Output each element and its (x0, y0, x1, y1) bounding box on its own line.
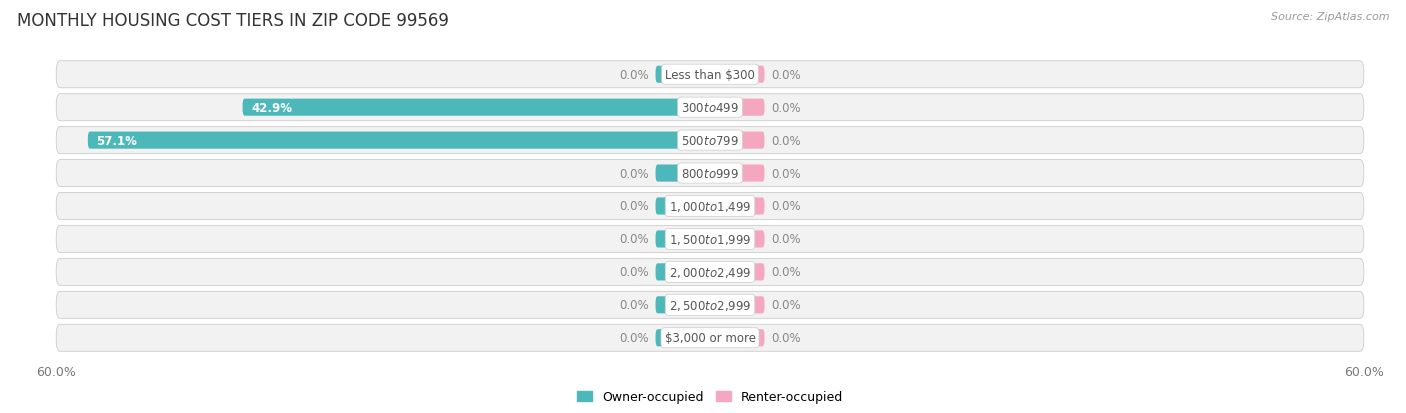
Text: 0.0%: 0.0% (770, 200, 800, 213)
Text: 0.0%: 0.0% (620, 69, 650, 81)
FancyBboxPatch shape (243, 100, 710, 116)
Text: 0.0%: 0.0% (620, 299, 650, 311)
FancyBboxPatch shape (710, 198, 765, 215)
FancyBboxPatch shape (655, 165, 710, 182)
FancyBboxPatch shape (56, 259, 1364, 286)
Text: $3,000 or more: $3,000 or more (665, 332, 755, 344)
Text: 0.0%: 0.0% (620, 266, 650, 279)
FancyBboxPatch shape (56, 325, 1364, 351)
FancyBboxPatch shape (655, 66, 710, 83)
FancyBboxPatch shape (56, 226, 1364, 253)
Text: $800 to $999: $800 to $999 (681, 167, 740, 180)
Text: 0.0%: 0.0% (620, 200, 650, 213)
FancyBboxPatch shape (56, 95, 1364, 121)
Legend: Owner-occupied, Renter-occupied: Owner-occupied, Renter-occupied (572, 385, 848, 408)
FancyBboxPatch shape (710, 330, 765, 347)
FancyBboxPatch shape (56, 292, 1364, 318)
FancyBboxPatch shape (710, 297, 765, 313)
Text: 57.1%: 57.1% (97, 134, 138, 147)
Text: 0.0%: 0.0% (620, 167, 650, 180)
FancyBboxPatch shape (87, 132, 710, 150)
Text: Source: ZipAtlas.com: Source: ZipAtlas.com (1271, 12, 1389, 22)
Text: $1,000 to $1,499: $1,000 to $1,499 (669, 199, 751, 214)
Text: $500 to $799: $500 to $799 (681, 134, 740, 147)
FancyBboxPatch shape (655, 297, 710, 313)
Text: 42.9%: 42.9% (252, 102, 292, 114)
FancyBboxPatch shape (710, 263, 765, 281)
FancyBboxPatch shape (710, 231, 765, 248)
FancyBboxPatch shape (710, 66, 765, 83)
Text: 0.0%: 0.0% (770, 167, 800, 180)
FancyBboxPatch shape (710, 165, 765, 182)
FancyBboxPatch shape (655, 231, 710, 248)
FancyBboxPatch shape (655, 330, 710, 347)
Text: $1,500 to $1,999: $1,500 to $1,999 (669, 233, 751, 246)
Text: 0.0%: 0.0% (770, 233, 800, 246)
Text: $2,000 to $2,499: $2,000 to $2,499 (669, 265, 751, 279)
Text: $2,500 to $2,999: $2,500 to $2,999 (669, 298, 751, 312)
FancyBboxPatch shape (710, 132, 765, 150)
Text: 0.0%: 0.0% (770, 134, 800, 147)
Text: Less than $300: Less than $300 (665, 69, 755, 81)
Text: $300 to $499: $300 to $499 (681, 102, 740, 114)
Text: 0.0%: 0.0% (770, 102, 800, 114)
Text: 0.0%: 0.0% (770, 266, 800, 279)
Text: MONTHLY HOUSING COST TIERS IN ZIP CODE 99569: MONTHLY HOUSING COST TIERS IN ZIP CODE 9… (17, 12, 449, 30)
FancyBboxPatch shape (56, 160, 1364, 187)
FancyBboxPatch shape (56, 193, 1364, 220)
FancyBboxPatch shape (655, 263, 710, 281)
FancyBboxPatch shape (56, 62, 1364, 88)
FancyBboxPatch shape (710, 100, 765, 116)
Text: 0.0%: 0.0% (770, 299, 800, 311)
FancyBboxPatch shape (655, 198, 710, 215)
Text: 0.0%: 0.0% (770, 69, 800, 81)
Text: 0.0%: 0.0% (620, 233, 650, 246)
Text: 0.0%: 0.0% (620, 332, 650, 344)
FancyBboxPatch shape (56, 127, 1364, 154)
Text: 0.0%: 0.0% (770, 332, 800, 344)
